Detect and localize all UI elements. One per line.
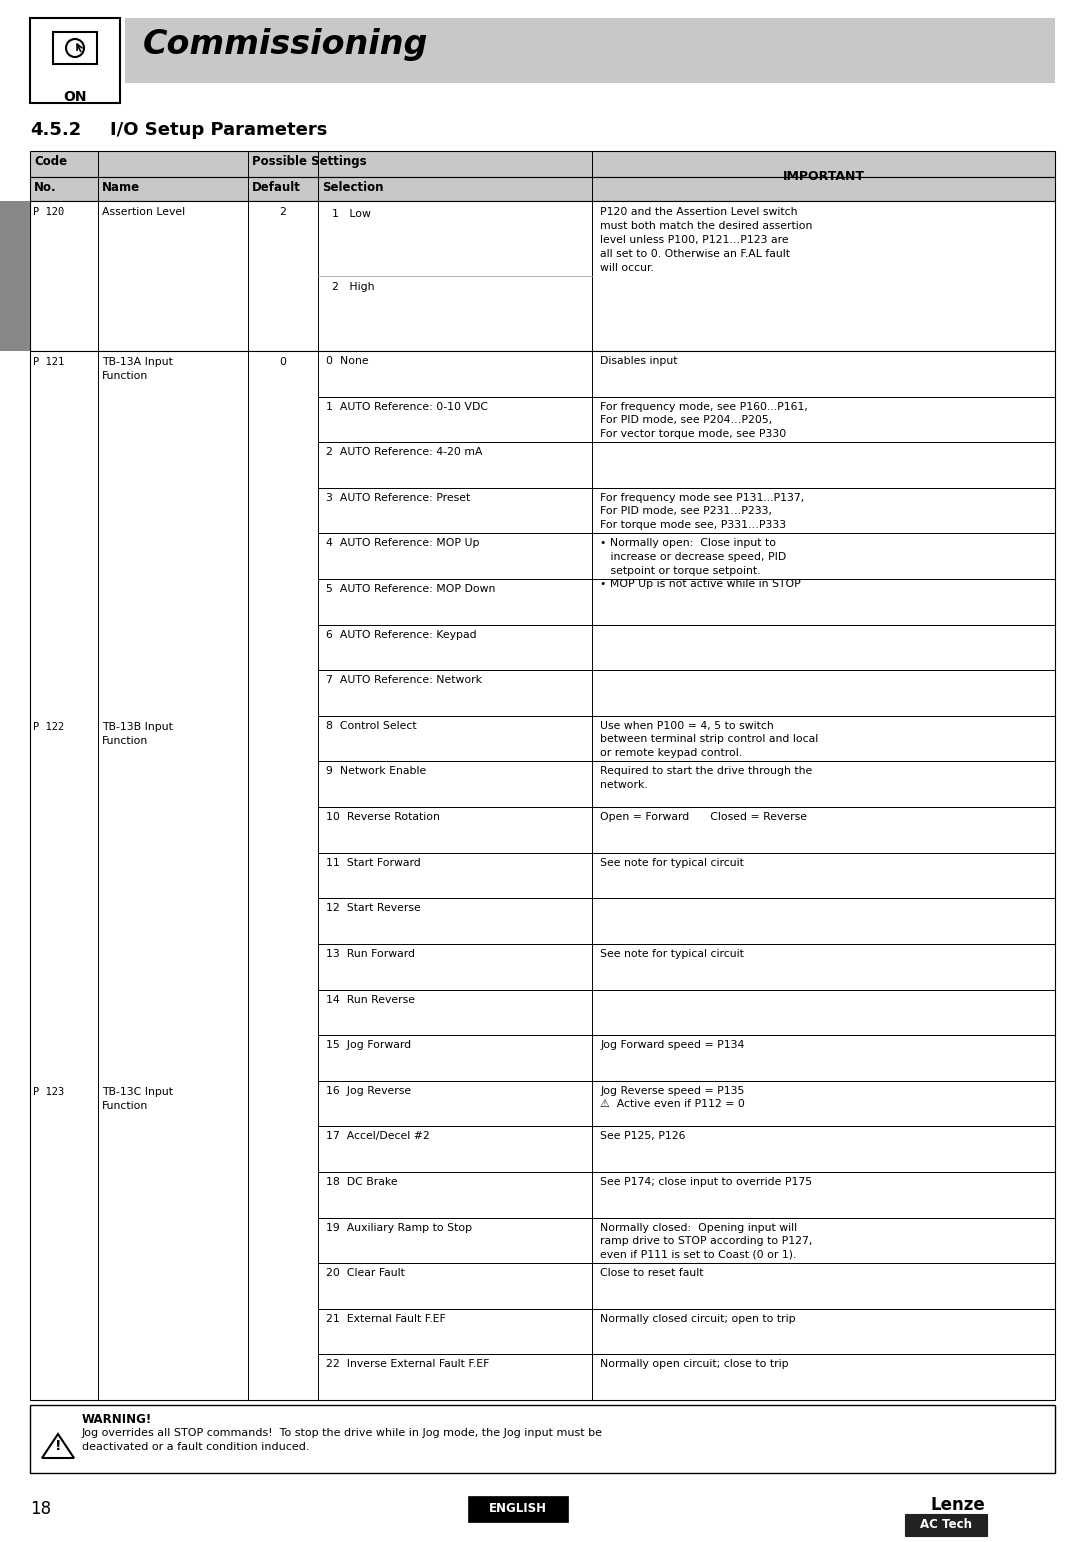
Text: 16  Jog Reverse: 16 Jog Reverse xyxy=(326,1086,411,1096)
Text: AC Tech: AC Tech xyxy=(920,1519,972,1531)
Text: 17  Accel/Decel #2: 17 Accel/Decel #2 xyxy=(326,1132,430,1141)
Bar xyxy=(0,200,30,352)
Text: 20  Clear Fault: 20 Clear Fault xyxy=(326,1268,405,1278)
Text: Use when P100 = 4, 5 to switch
between terminal strip control and local
or remot: Use when P100 = 4, 5 to switch between t… xyxy=(600,720,819,759)
Text: IMPORTANT: IMPORTANT xyxy=(783,170,864,182)
Text: 12  Start Reverse: 12 Start Reverse xyxy=(326,904,421,913)
Text: 15  Jog Forward: 15 Jog Forward xyxy=(326,1041,411,1050)
Text: 4  AUTO Reference: MOP Up: 4 AUTO Reference: MOP Up xyxy=(326,538,480,549)
Text: TB-13B Input
Function: TB-13B Input Function xyxy=(102,722,173,746)
Text: Jog overrides all STOP commands!  To stop the drive while in Jog mode, the Jog i: Jog overrides all STOP commands! To stop… xyxy=(82,1428,603,1453)
Text: 19  Auxiliary Ramp to Stop: 19 Auxiliary Ramp to Stop xyxy=(326,1223,472,1232)
Text: I/O Setup Parameters: I/O Setup Parameters xyxy=(110,120,327,139)
Text: 4.5.2: 4.5.2 xyxy=(30,120,81,139)
Text: Name: Name xyxy=(102,180,140,194)
Text: Normally closed circuit; open to trip: Normally closed circuit; open to trip xyxy=(600,1314,796,1323)
Text: 2  AUTO Reference: 4-20 mA: 2 AUTO Reference: 4-20 mA xyxy=(326,447,483,458)
Text: 3  AUTO Reference: Preset: 3 AUTO Reference: Preset xyxy=(326,493,470,503)
Text: TB-13C Input
Function: TB-13C Input Function xyxy=(102,1087,173,1110)
Text: Code: Code xyxy=(33,156,67,168)
Text: P120 and the Assertion Level switch
must both match the desired assertion
level : P120 and the Assertion Level switch must… xyxy=(600,207,812,273)
Text: 21  External Fault F.EF: 21 External Fault F.EF xyxy=(326,1314,446,1323)
Text: 1  AUTO Reference: 0-10 VDC: 1 AUTO Reference: 0-10 VDC xyxy=(326,401,488,412)
Text: Commissioning: Commissioning xyxy=(143,28,429,62)
Text: P 120: P 120 xyxy=(33,207,64,217)
Text: 14  Run Reverse: 14 Run Reverse xyxy=(326,995,415,1004)
Text: 2: 2 xyxy=(280,207,286,217)
Text: !: ! xyxy=(55,1439,62,1453)
Text: Assertion Level: Assertion Level xyxy=(102,207,185,217)
Text: Open = Forward      Closed = Reverse: Open = Forward Closed = Reverse xyxy=(600,813,807,822)
Text: 13  Run Forward: 13 Run Forward xyxy=(326,948,415,959)
Bar xyxy=(468,1496,568,1522)
Text: Jog Reverse speed = P135
⚠  Active even if P112 = 0: Jog Reverse speed = P135 ⚠ Active even i… xyxy=(600,1086,745,1109)
Text: Normally closed:  Opening input will
ramp drive to STOP according to P127,
even : Normally closed: Opening input will ramp… xyxy=(600,1223,812,1260)
Text: 18: 18 xyxy=(30,1500,51,1517)
Text: 11  Start Forward: 11 Start Forward xyxy=(326,857,421,868)
Text: 0: 0 xyxy=(280,358,286,367)
Text: See P125, P126: See P125, P126 xyxy=(600,1132,686,1141)
Text: Possible Settings: Possible Settings xyxy=(252,156,366,168)
Text: Close to reset fault: Close to reset fault xyxy=(600,1268,703,1278)
Text: No.: No. xyxy=(33,180,56,194)
Bar xyxy=(30,1405,1055,1473)
Text: 5  AUTO Reference: MOP Down: 5 AUTO Reference: MOP Down xyxy=(326,584,496,594)
Text: Selection: Selection xyxy=(322,180,383,194)
Text: Disables input: Disables input xyxy=(600,356,677,365)
Text: ON: ON xyxy=(64,89,86,103)
Text: Lenze: Lenze xyxy=(930,1496,985,1514)
Text: 0  None: 0 None xyxy=(326,356,368,365)
Bar xyxy=(30,352,1055,1400)
Text: For frequency mode, see P160...P161,
For PID mode, see P204…P205,
For vector tor: For frequency mode, see P160...P161, For… xyxy=(600,401,808,439)
Bar xyxy=(905,1514,987,1536)
Text: Default: Default xyxy=(252,180,301,194)
Bar xyxy=(30,151,1055,177)
Text: 1   Low: 1 Low xyxy=(332,210,370,219)
Text: P 122: P 122 xyxy=(33,722,64,732)
Text: WARNING!: WARNING! xyxy=(82,1412,152,1426)
Bar xyxy=(125,19,1055,83)
Text: Required to start the drive through the
network.: Required to start the drive through the … xyxy=(600,766,812,790)
Text: TB-13A Input
Function: TB-13A Input Function xyxy=(102,358,173,381)
Text: 6  AUTO Reference: Keypad: 6 AUTO Reference: Keypad xyxy=(326,629,476,640)
Bar xyxy=(30,19,120,103)
Bar xyxy=(30,200,1055,352)
Text: See note for typical circuit: See note for typical circuit xyxy=(600,948,744,959)
Text: For frequency mode see P131...P137,
For PID mode, see P231…P233,
For torque mode: For frequency mode see P131...P137, For … xyxy=(600,493,805,530)
Text: 18  DC Brake: 18 DC Brake xyxy=(326,1177,397,1187)
Text: 10  Reverse Rotation: 10 Reverse Rotation xyxy=(326,813,440,822)
Bar xyxy=(30,177,1055,200)
Text: See P174; close input to override P175: See P174; close input to override P175 xyxy=(600,1177,812,1187)
Text: • Normally open:  Close input to
   increase or decrease speed, PID
   setpoint : • Normally open: Close input to increase… xyxy=(600,538,800,589)
Text: See note for typical circuit: See note for typical circuit xyxy=(600,857,744,868)
Text: 9  Network Enable: 9 Network Enable xyxy=(326,766,427,777)
Text: 22  Inverse External Fault F.EF: 22 Inverse External Fault F.EF xyxy=(326,1360,489,1369)
Text: 8  Control Select: 8 Control Select xyxy=(326,720,417,731)
Text: ENGLISH: ENGLISH xyxy=(489,1502,546,1516)
Text: 2   High: 2 High xyxy=(332,282,375,291)
Text: Normally open circuit; close to trip: Normally open circuit; close to trip xyxy=(600,1360,788,1369)
Bar xyxy=(53,32,97,65)
Text: P 121: P 121 xyxy=(33,358,64,367)
Text: Jog Forward speed = P134: Jog Forward speed = P134 xyxy=(600,1041,744,1050)
Text: P 123: P 123 xyxy=(33,1087,64,1096)
Text: 7  AUTO Reference: Network: 7 AUTO Reference: Network xyxy=(326,675,482,685)
